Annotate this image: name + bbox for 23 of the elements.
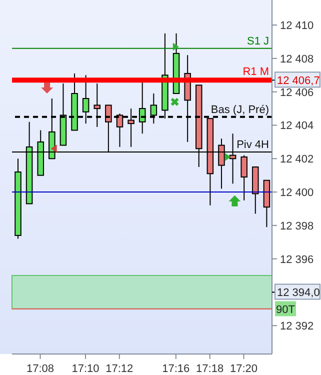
- y-tick-label: 12 408: [280, 53, 314, 66]
- x-tick-label: 17:20: [230, 363, 258, 375]
- y-tick-label: 12 410: [280, 20, 314, 32]
- x-tick-label: 17:12: [106, 363, 134, 375]
- y-tick-label: 12 398: [280, 220, 314, 232]
- x-tick-label: 17:10: [72, 363, 100, 375]
- y-tick-label: 12 404: [280, 120, 314, 132]
- text: 12 406,7: [277, 75, 320, 88]
- text: 12 394,0: [277, 287, 320, 300]
- y-tick-label: 12 392: [280, 320, 314, 333]
- x-tick-label: 17:16: [162, 363, 190, 375]
- text: 90T: [276, 304, 296, 316]
- y-tick-label: 12 402: [280, 154, 314, 166]
- y-tick-label: 12 396: [280, 254, 314, 266]
- x-tick-label: 17:18: [196, 363, 224, 375]
- ref-line-label: Bas (J, Pré): [210, 104, 269, 116]
- ref-line-label: S1 J: [246, 35, 269, 48]
- y-tick-label: 12 406: [280, 86, 314, 99]
- y-tick-label: 12 400: [280, 187, 314, 200]
- x-tick-label: 17:08: [26, 363, 54, 375]
- ref-line-label: Piv 4H: [236, 138, 270, 151]
- candlestick: [240, 154, 248, 201]
- ref-line-label: R1 M: [242, 66, 269, 78]
